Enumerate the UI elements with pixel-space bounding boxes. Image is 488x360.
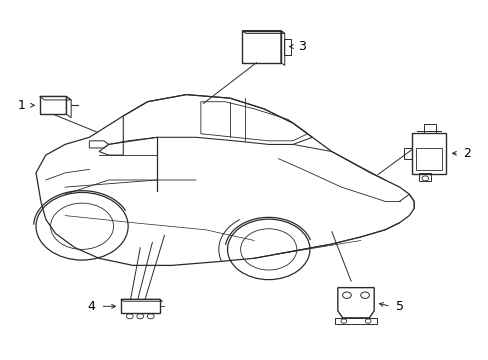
Bar [418,173,430,181]
Bar [121,299,159,314]
Text: 5: 5 [395,300,403,313]
Bar [415,148,441,170]
Bar [40,96,66,114]
Bar [411,133,445,174]
Text: 1: 1 [18,99,25,112]
Bar [423,124,435,133]
Text: 4: 4 [88,300,96,313]
Bar [283,39,290,55]
Bar [335,318,376,324]
Bar [242,31,280,63]
Text: 3: 3 [297,40,305,53]
Text: 2: 2 [463,147,470,160]
Bar [404,148,411,159]
